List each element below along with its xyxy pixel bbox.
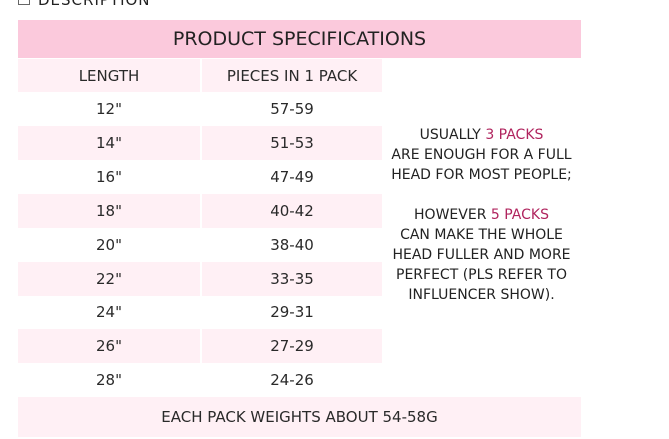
column-header-length: LENGTH (18, 59, 200, 92)
pieces-cell: 33-35 (202, 261, 382, 296)
note-text: USUALLY (419, 127, 486, 143)
pieces-cell: 27-29 (202, 329, 382, 364)
note-text: CAN MAKE THE WHOLE HEAD FULLER AND MORE … (392, 227, 571, 303)
table-row: 22" 33-35 (18, 261, 382, 296)
table-footer: EACH PACK WEIGHTS ABOUT 54-58G (18, 397, 581, 437)
pieces-cell: 24-26 (270, 371, 314, 390)
pieces-cell: 40-42 (202, 193, 382, 228)
length-cell: 18" (18, 193, 200, 228)
pack-note: USUALLY 3 PACKS ARE ENOUGH FOR A FULL HE… (384, 125, 579, 305)
column-header-pieces: PIECES IN 1 PACK (202, 59, 382, 92)
note-text: HOWEVER (414, 207, 491, 223)
table-row: 20" 38-40 (18, 228, 382, 262)
length-cell: 28" (96, 371, 122, 390)
length-cell: 26" (18, 329, 200, 364)
length-cell: 12" (96, 100, 122, 118)
length-cell: 22" (18, 261, 200, 296)
pieces-cell: 29-31 (270, 303, 314, 322)
length-cell: 14" (18, 125, 200, 160)
length-cell: 16" (96, 167, 122, 186)
table-row: 16" 47-49 (18, 160, 382, 194)
pieces-cell: 47-49 (270, 167, 314, 186)
table-title: PRODUCT SPECIFICATIONS (18, 20, 581, 58)
table-row: 26" 27-29 (18, 329, 382, 364)
note-highlight: 5 PACKS (490, 207, 549, 223)
table-row: 24" 29-31 (18, 295, 382, 329)
document-icon (18, 0, 30, 5)
length-cell: 20" (96, 235, 122, 254)
length-cell: 24" (96, 303, 122, 322)
pieces-cell: 38-40 (270, 235, 314, 254)
table-row: 18" 40-42 (18, 193, 382, 228)
pieces-cell: 51-53 (202, 125, 382, 160)
note-text: ARE ENOUGH FOR A FULL HEAD FOR MOST PEOP… (391, 147, 572, 183)
table-row: 28" 24-26 (18, 363, 382, 397)
pieces-cell: 57-59 (270, 100, 314, 118)
table-row: 14" 51-53 (18, 125, 382, 160)
note-highlight: 3 PACKS (485, 127, 544, 143)
table-row: 12" 57-59 (18, 92, 382, 126)
section-heading: DESCRIPTION (18, 0, 151, 9)
table-header-row: LENGTH PIECES IN 1 PACK (18, 59, 382, 92)
